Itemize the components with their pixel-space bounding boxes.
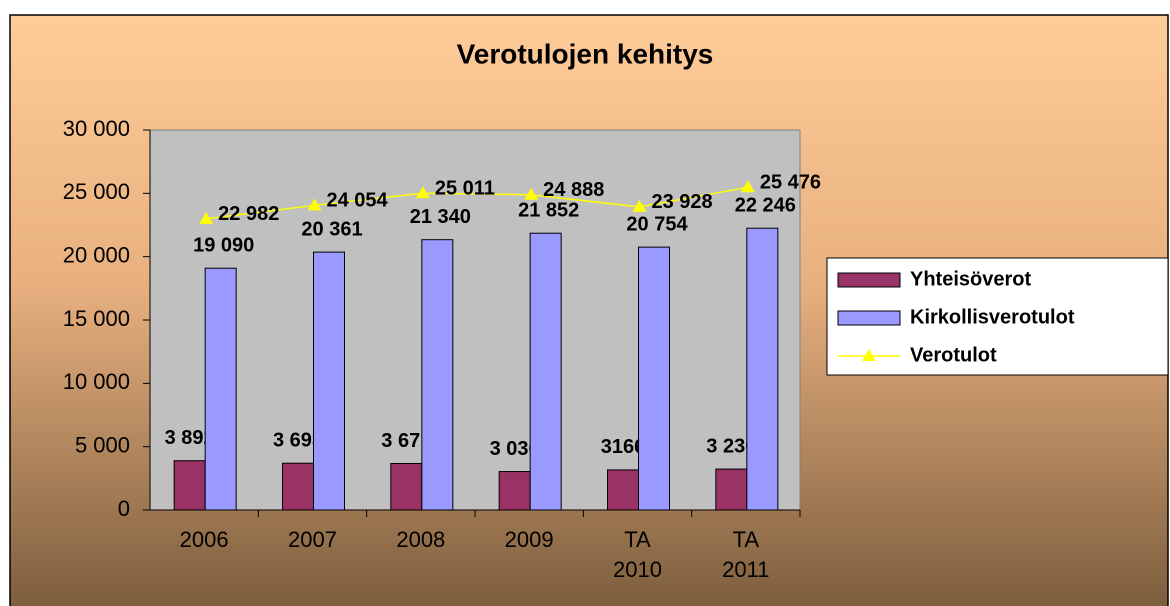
y-tick-label: 0 bbox=[118, 496, 130, 521]
y-tick-label: 20 000 bbox=[63, 242, 130, 267]
data-label: 19 090 bbox=[193, 234, 254, 256]
data-label: 22 246 bbox=[735, 194, 796, 216]
line-marker bbox=[632, 199, 647, 212]
data-label: 25 011 bbox=[435, 177, 495, 199]
line-marker bbox=[740, 180, 755, 193]
x-tick-label: TA 2010 bbox=[613, 527, 662, 582]
data-label: 3166 bbox=[601, 436, 646, 458]
legend-label: Yhteisöverot bbox=[910, 268, 1031, 290]
data-label: 23 928 bbox=[652, 191, 713, 213]
data-label: 3 230 bbox=[706, 435, 756, 457]
data-label: 24 888 bbox=[543, 179, 604, 201]
bar bbox=[529, 232, 562, 511]
line-marker bbox=[199, 211, 214, 224]
data-label: 3 671 bbox=[381, 430, 431, 452]
bar bbox=[390, 463, 423, 511]
y-tick-label: 15 000 bbox=[63, 306, 130, 331]
data-label: 21 340 bbox=[410, 206, 471, 228]
bar bbox=[607, 469, 639, 511]
data-label: 21 852 bbox=[518, 199, 579, 221]
x-tick-label: 2006 bbox=[179, 527, 229, 552]
bar bbox=[715, 468, 748, 511]
data-label: 22 982 bbox=[218, 203, 279, 225]
legend-label: Kirkollisverotulot bbox=[910, 306, 1075, 328]
x-tick-label: 2007 bbox=[288, 527, 337, 552]
data-label: 25 476 bbox=[760, 172, 821, 194]
data-label: 3 892 bbox=[165, 427, 215, 449]
legend-swatch bbox=[862, 349, 876, 361]
legend-swatch bbox=[837, 310, 901, 326]
bar bbox=[638, 246, 670, 511]
bar bbox=[313, 251, 345, 511]
x-tick-label: 2009 bbox=[504, 527, 554, 552]
legend-label: Verotulot bbox=[910, 344, 997, 366]
data-label: 20 754 bbox=[626, 213, 688, 235]
data-label: 24 054 bbox=[327, 190, 389, 212]
bar bbox=[421, 239, 454, 511]
x-tick-label: TA 2011 bbox=[722, 527, 770, 582]
data-label: 3 036 bbox=[490, 438, 540, 460]
y-tick-label: 30 000 bbox=[63, 116, 130, 141]
data-label: 3 693 bbox=[273, 430, 323, 452]
bar bbox=[746, 227, 779, 511]
bar bbox=[498, 471, 531, 511]
y-tick-label: 5 000 bbox=[75, 432, 130, 457]
bar bbox=[173, 460, 206, 511]
chart-title: Verotulojen kehitys bbox=[457, 38, 714, 69]
data-label: 20 361 bbox=[301, 218, 362, 240]
line-marker bbox=[415, 186, 430, 199]
bar bbox=[282, 462, 314, 511]
legend-swatch bbox=[837, 272, 901, 288]
line-marker bbox=[524, 187, 539, 200]
line-marker bbox=[307, 198, 322, 211]
x-tick-label: 2008 bbox=[396, 527, 446, 552]
line bbox=[206, 186, 748, 220]
y-tick-label: 10 000 bbox=[63, 369, 130, 394]
bar bbox=[204, 267, 237, 511]
y-tick-label: 25 000 bbox=[63, 179, 130, 204]
